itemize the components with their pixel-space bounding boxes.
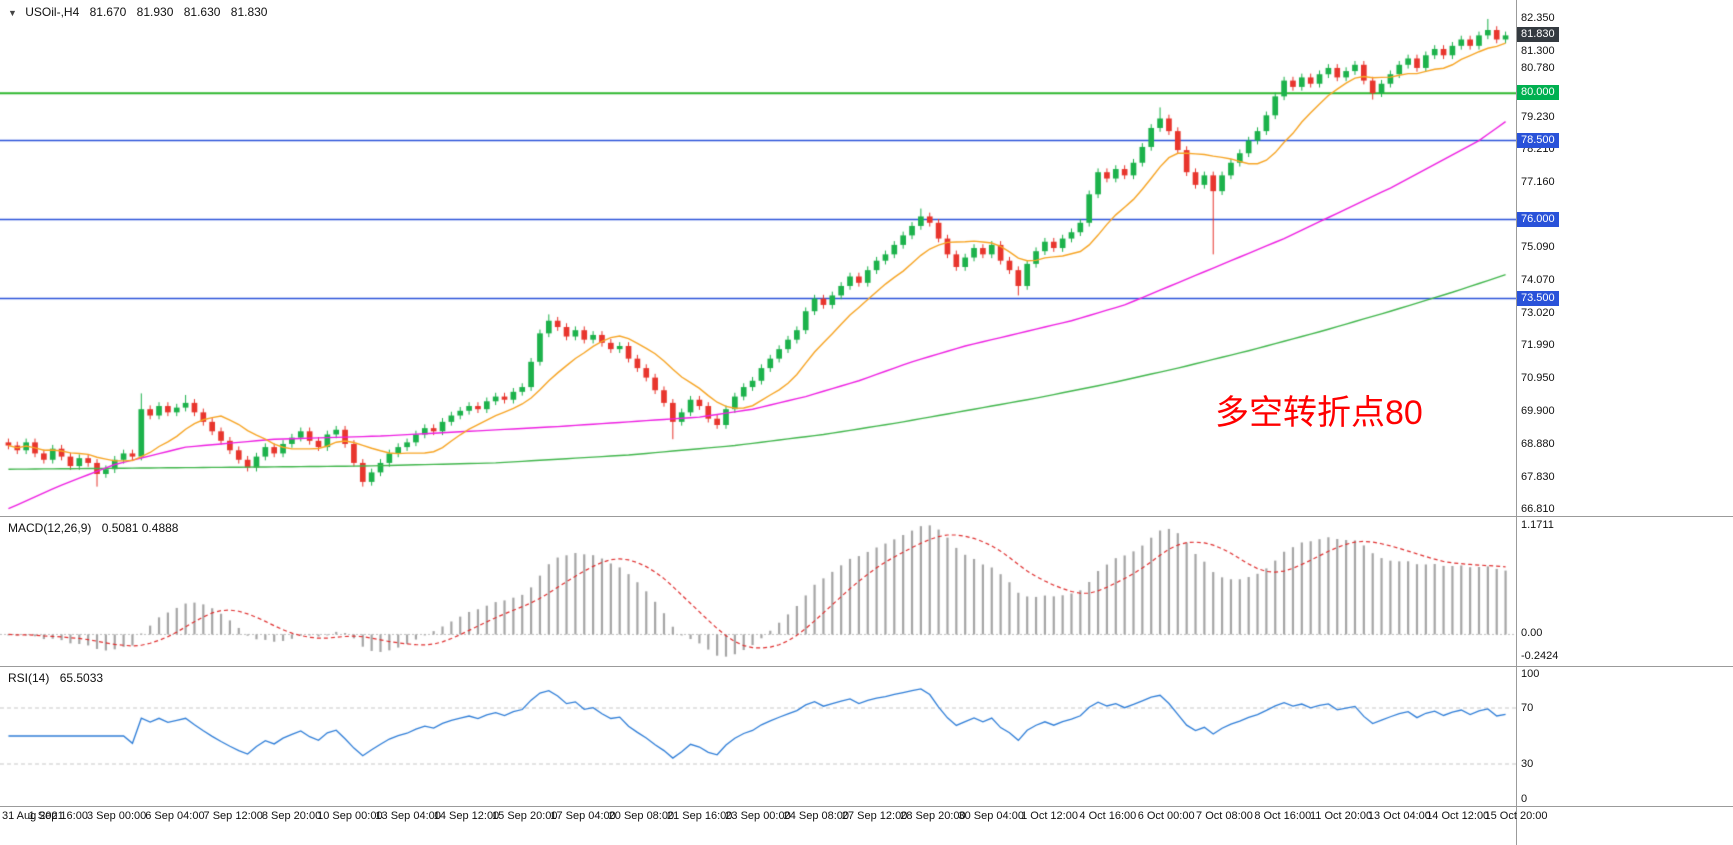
time-axis-label: 31 Aug 2021: [2, 810, 64, 822]
time-axis-label: 10 Sep 00:00: [317, 810, 383, 822]
current-price-badge: 81.830: [1517, 27, 1559, 43]
price-line-badge: 76.000: [1517, 211, 1559, 227]
time-axis-label: 23 Sep 00:00: [725, 810, 791, 822]
time-axis-label: 3 Sep 00:00: [86, 810, 147, 822]
time-axis-label: 1 Oct 12:00: [1021, 810, 1078, 822]
chart-annotation: 多空转折点80: [1215, 394, 1423, 432]
price-tick-label: 81.300: [1521, 45, 1555, 58]
rsi-scale-label: 70: [1521, 702, 1534, 714]
rsi-indicator-label: RSI(14) 65.5033: [8, 671, 110, 685]
time-axis-label: 27 Sep 12:00: [841, 810, 908, 822]
macd-scale-label: -0.2424: [1521, 650, 1559, 662]
time-axis-label: 15 Oct 20:00: [1484, 810, 1548, 822]
price-tick-label: 80.780: [1521, 61, 1555, 74]
time-axis-label: 20 Sep 08:00: [608, 810, 675, 822]
macd-scale-label: 0.00: [1521, 627, 1543, 640]
time-axis-label: 24 Sep 08:00: [783, 810, 850, 822]
time-axis-label: 4 Oct 16:00: [1079, 810, 1137, 822]
macd-values: 0.5081 0.4888: [101, 521, 179, 535]
time-axis-label: 14 Sep 12:00: [433, 810, 500, 822]
price-tick-label: 69.900: [1521, 405, 1555, 418]
panel-separator: [0, 666, 1733, 667]
rsi-scale-label: 30: [1521, 758, 1534, 770]
time-axis-label: 6 Sep 04:00: [145, 810, 205, 822]
time-axis-separator: [0, 806, 1733, 807]
time-axis-label: 14 Oct 12:00: [1426, 810, 1490, 822]
time-axis-label: 8 Sep 20:00: [261, 810, 322, 822]
price-line-badge: 78.500: [1517, 132, 1559, 148]
price-line-badge: 80.000: [1517, 85, 1559, 101]
price-tick-label: 71.990: [1521, 339, 1555, 352]
time-axis-label: 28 Sep 20:00: [900, 810, 966, 822]
ohlc-low-value: 81.630: [183, 5, 221, 19]
price-tick-label: 67.830: [1521, 470, 1555, 483]
symbol-label: USOil-,H4: [25, 5, 80, 19]
time-axis-label: 13 Sep 04:00: [375, 810, 441, 822]
price-tick-label: 74.070: [1521, 273, 1555, 286]
ohlc-high-value: 81.930: [136, 5, 174, 19]
price-tick-label: 66.810: [1521, 502, 1555, 515]
chart-header: ▼ USOil-,H4 81.670 81.930 81.630 81.830: [8, 5, 274, 19]
price-tick-label: 70.950: [1521, 372, 1555, 385]
macd-indicator-canvas: [0, 516, 1516, 666]
macd-scale-label: 1.1711: [1521, 519, 1554, 531]
price-tick-label: 73.020: [1521, 306, 1555, 319]
time-axis-label: 6 Oct 00:00: [1137, 810, 1195, 822]
rsi-value: 65.5033: [59, 671, 104, 685]
time-axis-label: 11 Oct 20:00: [1309, 810, 1373, 822]
time-axis-label: 1 Sep 16:00: [28, 810, 88, 822]
time-axis-label: 7 Sep 12:00: [203, 810, 263, 822]
time-axis-label: 13 Oct 04:00: [1367, 810, 1431, 822]
rsi-scale-label: 0: [1521, 793, 1528, 805]
macd-name: MACD(12,26,9): [8, 521, 92, 535]
price-tick-label: 68.880: [1521, 437, 1555, 450]
collapse-chart-icon[interactable]: ▼: [8, 8, 17, 18]
rsi-indicator-canvas: [0, 666, 1516, 806]
candlestick-chart-canvas[interactable]: [0, 0, 1516, 516]
price-line-badge: 73.500: [1517, 290, 1559, 306]
panel-separator: [0, 516, 1733, 517]
time-axis-label: 21 Sep 16:00: [666, 810, 733, 822]
price-tick-label: 82.350: [1521, 11, 1555, 24]
time-axis-label: 17 Sep 04:00: [550, 810, 616, 822]
time-axis-label: 30 Sep 04:00: [958, 810, 1024, 822]
macd-indicator-label: MACD(12,26,9) 0.5081 0.4888: [8, 521, 185, 535]
time-axis-label: 15 Sep 20:00: [492, 810, 558, 822]
price-tick-label: 75.090: [1521, 241, 1555, 254]
ohlc-close-value: 81.830: [230, 5, 268, 19]
price-tick-label: 77.160: [1521, 175, 1555, 188]
time-axis-label: 7 Oct 08:00: [1196, 810, 1253, 822]
price-tick-label: 79.230: [1521, 110, 1555, 123]
rsi-scale-label: 100: [1521, 668, 1540, 680]
ohlc-open-value: 81.670: [89, 5, 127, 19]
time-axis-label: 8 Oct 16:00: [1254, 810, 1312, 822]
price-axis-border: [1516, 0, 1517, 845]
rsi-name: RSI(14): [8, 671, 50, 685]
